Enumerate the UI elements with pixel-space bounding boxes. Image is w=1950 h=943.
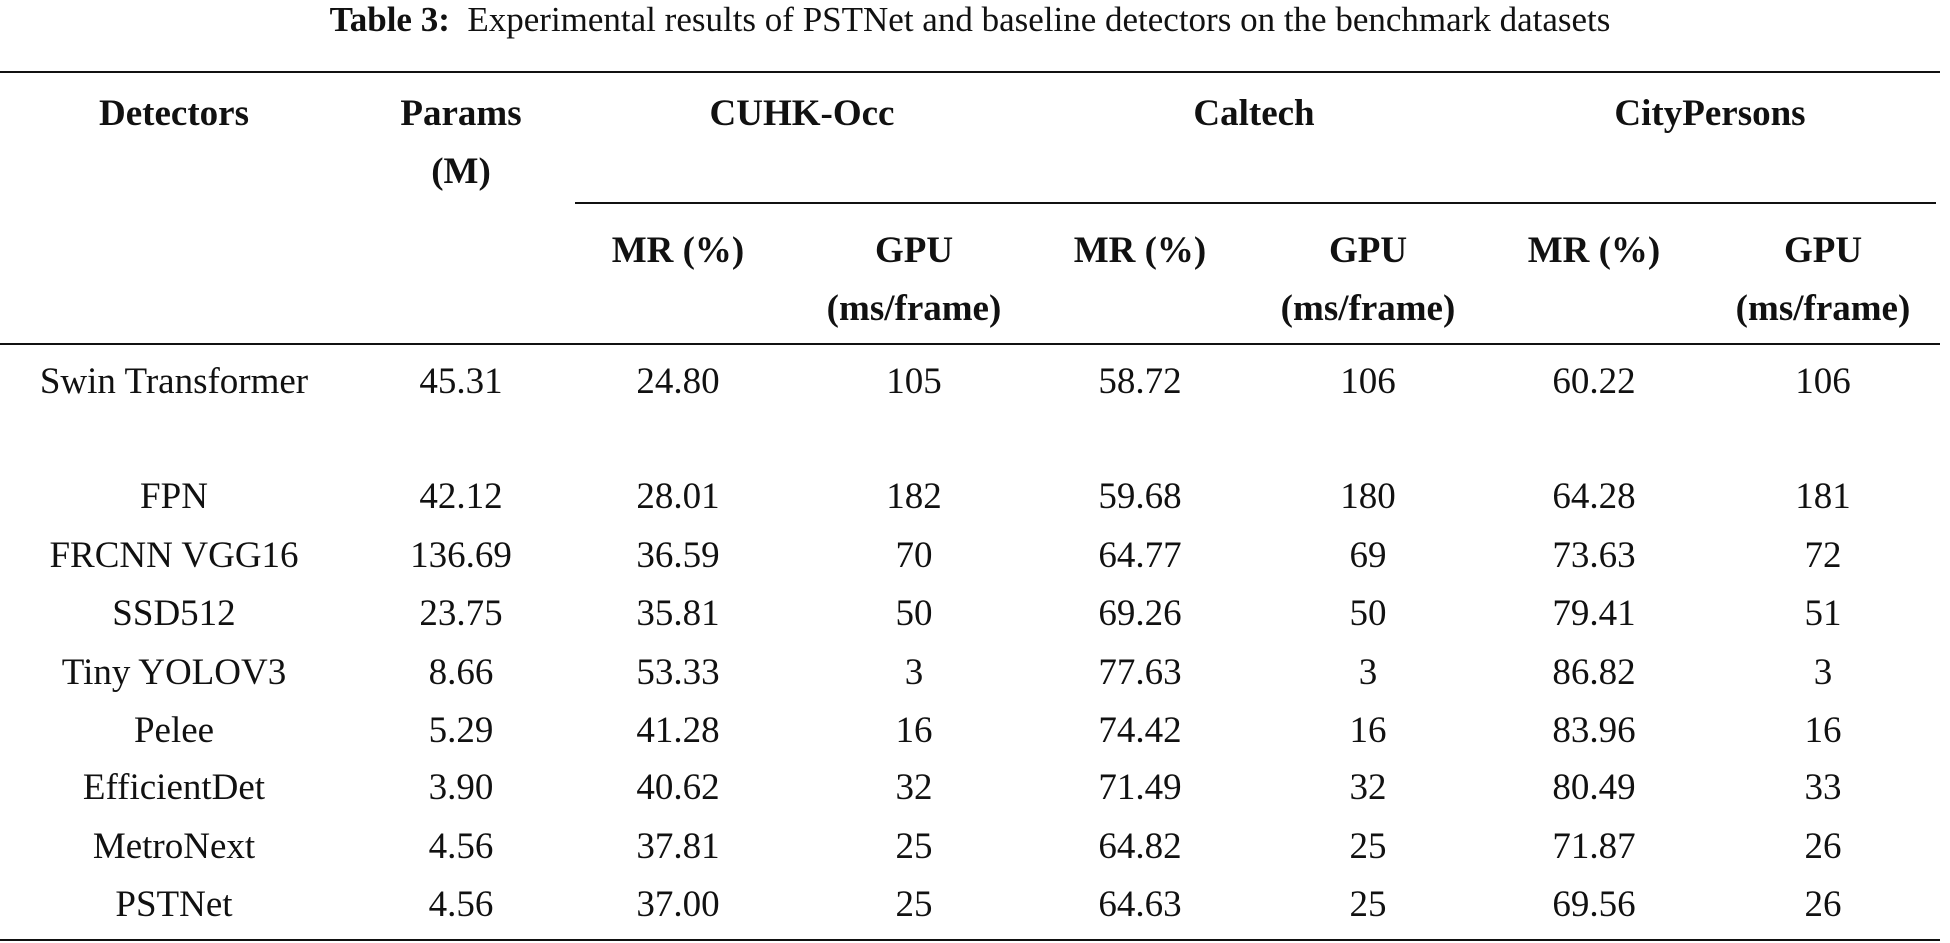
- table-cell: 45.31: [419, 361, 503, 402]
- group-header: CityPersons: [1614, 93, 1806, 134]
- table-cell: 60.22: [1552, 361, 1636, 402]
- table-cell: 26: [1804, 826, 1842, 867]
- header-rule: [0, 343, 1940, 345]
- table-cell: Tiny YOLOV3: [61, 652, 287, 693]
- caption-label: Table 3:: [329, 0, 450, 39]
- table-cell: PSTNet: [115, 884, 233, 925]
- table-cell: EfficientDet: [82, 767, 266, 808]
- table-cell: 25: [895, 884, 933, 925]
- table-cell: FPN: [140, 476, 208, 517]
- table-cell: 3: [1813, 652, 1833, 693]
- sub-header: MR (%): [611, 230, 745, 271]
- caption-text: Experimental results of PSTNet and basel…: [467, 0, 1611, 39]
- table-cell: 71.87: [1552, 826, 1636, 867]
- group-rule: [575, 202, 1936, 204]
- table-cell: 50: [895, 593, 933, 634]
- table-cell: 41.28: [636, 710, 720, 751]
- table-cell: 71.49: [1098, 767, 1182, 808]
- table-cell: 180: [1340, 476, 1396, 517]
- table-cell: 72: [1804, 535, 1842, 576]
- table-cell: 106: [1795, 361, 1851, 402]
- table-cell: 16: [1804, 710, 1842, 751]
- table-cell: 58.72: [1098, 361, 1182, 402]
- table-cell: 5.29: [428, 710, 494, 751]
- sub-header: GPU (ms/frame): [1735, 230, 1911, 329]
- table-cell: 3.90: [428, 767, 494, 808]
- caption: Table 3: Experimental results of PSTNet …: [0, 0, 1940, 40]
- table-cell: FRCNN VGG16: [49, 535, 299, 576]
- table-cell: 50: [1349, 593, 1387, 634]
- column-header: Detectors: [99, 93, 249, 134]
- table-cell: 106: [1340, 361, 1396, 402]
- table-cell: 69.26: [1098, 593, 1182, 634]
- group-header: CUHK-Occ: [709, 93, 895, 134]
- table-cell: 69: [1349, 535, 1387, 576]
- table-cell: 105: [886, 361, 942, 402]
- table-cell: 28.01: [636, 476, 720, 517]
- bottom-rule: [0, 939, 1940, 941]
- table-cell: 16: [895, 710, 933, 751]
- table-cell: 73.63: [1552, 535, 1636, 576]
- table-cell: SSD512: [112, 593, 236, 634]
- table-cell: 40.62: [636, 767, 720, 808]
- group-header: Caltech: [1193, 93, 1315, 134]
- column-header: Params (M): [400, 93, 522, 192]
- table-cell: Pelee: [133, 710, 215, 751]
- table-cell: 74.42: [1098, 710, 1182, 751]
- table-cell: 25: [895, 826, 933, 867]
- table-cell: 36.59: [636, 535, 720, 576]
- table-cell: 136.69: [410, 535, 512, 576]
- table-cell: 79.41: [1552, 593, 1636, 634]
- table-cell: 3: [1358, 652, 1378, 693]
- table-cell: 53.33: [636, 652, 720, 693]
- table-cell: 37.81: [636, 826, 720, 867]
- table-cell: 181: [1795, 476, 1851, 517]
- sub-header: MR (%): [1527, 230, 1661, 271]
- table-cell: 16: [1349, 710, 1387, 751]
- table-cell: 80.49: [1552, 767, 1636, 808]
- table-cell: 64.28: [1552, 476, 1636, 517]
- table-cell: 3: [904, 652, 924, 693]
- table-cell: 83.96: [1552, 710, 1636, 751]
- table-cell: 23.75: [419, 593, 503, 634]
- table-cell: 70: [895, 535, 933, 576]
- table-cell: 64.63: [1098, 884, 1182, 925]
- table-cell: 35.81: [636, 593, 720, 634]
- table-cell: 4.56: [428, 826, 494, 867]
- table-cell: 4.56: [428, 884, 494, 925]
- table-cell: 32: [1349, 767, 1387, 808]
- table-cell: 24.80: [636, 361, 720, 402]
- table-cell: 37.00: [636, 884, 720, 925]
- table-cell: 26: [1804, 884, 1842, 925]
- table-cell: 8.66: [428, 652, 494, 693]
- table-cell: MetroNext: [92, 826, 256, 867]
- table-cell: 51: [1804, 593, 1842, 634]
- table-cell: 77.63: [1098, 652, 1182, 693]
- top-rule: [0, 71, 1940, 73]
- table-cell: 42.12: [419, 476, 503, 517]
- table-cell: 64.82: [1098, 826, 1182, 867]
- sub-header: MR (%): [1073, 230, 1207, 271]
- table-cell: 59.68: [1098, 476, 1182, 517]
- table-cell: 25: [1349, 826, 1387, 867]
- table-cell: 32: [895, 767, 933, 808]
- table-cell: 25: [1349, 884, 1387, 925]
- table-cell: 86.82: [1552, 652, 1636, 693]
- sub-header: GPU (ms/frame): [826, 230, 1002, 329]
- table-cell: Swin Transformer: [39, 361, 309, 402]
- table-cell: 33: [1804, 767, 1842, 808]
- table-cell: 69.56: [1552, 884, 1636, 925]
- table-cell: 182: [886, 476, 942, 517]
- sub-header: GPU (ms/frame): [1280, 230, 1456, 329]
- table-cell: 64.77: [1098, 535, 1182, 576]
